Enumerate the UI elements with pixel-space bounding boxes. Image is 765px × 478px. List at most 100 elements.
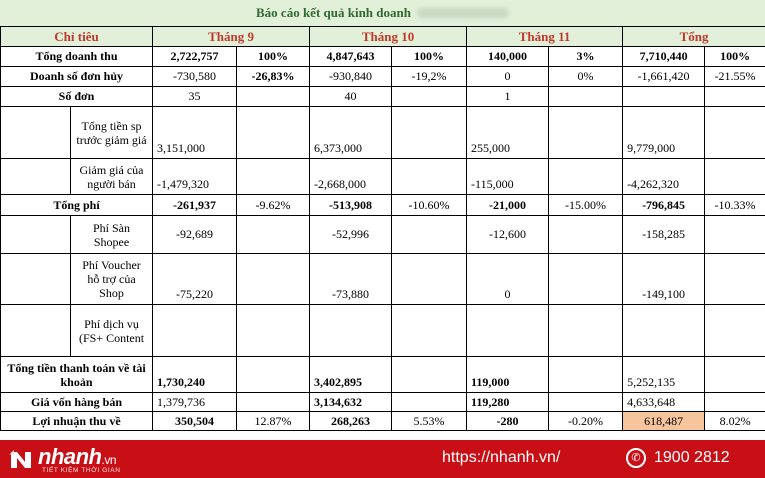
cell-empty <box>704 158 765 195</box>
cell-value: -75,220 <box>152 253 238 305</box>
cell-empty <box>152 304 238 357</box>
cell-percent: 100% <box>236 46 311 67</box>
cell-empty <box>704 356 765 393</box>
cell-value: 119,280 <box>466 392 550 412</box>
cell-empty <box>622 304 706 357</box>
row-label: Giảm giá của người bán <box>69 158 154 195</box>
brand-text: nhanh <box>38 444 102 469</box>
table-row-revenue: Tổng doanh thu 2,722,757 100% 4,847,643 … <box>0 46 765 67</box>
cell-value: 4,633,648 <box>622 392 706 412</box>
table-row-total-fee: Tổng phí -261,937 -9.62% -513,908 -10.60… <box>0 194 765 216</box>
cell-percent: 12.87% <box>236 411 311 431</box>
cell-empty <box>704 253 765 305</box>
cell-percent: 8.02% <box>704 411 765 431</box>
cell-percent: -10.60% <box>391 194 468 216</box>
report-sheet: Báo cáo kết quả kinh doanh Chỉ tiêu Thán… <box>0 0 765 431</box>
report-title: Báo cáo kết quả kinh doanh <box>0 0 765 26</box>
cell-empty <box>391 392 468 412</box>
table-row-shopee-fee: Phí Sàn Shopee -92,689 -52,996 -12,600 -… <box>0 215 765 254</box>
cell-value: -21,000 <box>466 194 550 216</box>
row-label: Tổng doanh thu <box>0 46 154 67</box>
cell-empty <box>704 106 765 159</box>
brand-tagline: TIẾT KIỆM THỜI GIAN <box>42 467 121 474</box>
cell-value: 4,847,643 <box>309 46 393 67</box>
table-header-row: Chỉ tiêu Tháng 9 Tháng 10 Tháng 11 Tổng <box>0 26 765 47</box>
cell-value: 5,252,135 <box>622 356 706 393</box>
row-label: Tổng phí <box>0 194 154 216</box>
cell-value: -280 <box>466 411 550 431</box>
cell-value: 3,402,895 <box>309 356 393 393</box>
report-table: Chỉ tiêu Tháng 9 Tháng 10 Tháng 11 Tổng … <box>0 26 765 431</box>
cell-empty <box>236 356 311 393</box>
cell-value: -730,580 <box>152 66 238 87</box>
cell-value: 140,000 <box>466 46 550 67</box>
cell-percent: -26,83% <box>236 66 311 87</box>
cell-empty <box>548 106 624 159</box>
table-row-voucher-fee: Phí Voucher hỗ trợ của Shop -75,220 -73,… <box>0 253 765 305</box>
row-label: Giá vốn hàng bán <box>0 392 154 412</box>
cell-empty <box>391 304 468 357</box>
cell-percent: 3% <box>548 46 624 67</box>
cell-empty <box>622 86 706 107</box>
cell-empty <box>704 86 765 107</box>
cell-empty <box>0 158 71 195</box>
cell-percent: 100% <box>391 46 468 67</box>
website-link[interactable]: https://nhanh.vn/ <box>442 449 561 466</box>
cell-empty <box>236 106 311 159</box>
table-row-service-fee: Phí dịch vụ (FS+ Content <box>0 304 765 357</box>
nhanh-logo-icon <box>9 450 31 468</box>
row-label: Phí Voucher hỗ trợ của Shop <box>69 253 154 305</box>
cell-percent: 5.53% <box>391 411 468 431</box>
cell-value: 2,722,757 <box>152 46 238 67</box>
cell-percent: -0.20% <box>548 411 624 431</box>
cell-value: -796,845 <box>622 194 706 216</box>
cell-empty <box>548 158 624 195</box>
phone-icon: ✆ <box>626 448 646 468</box>
row-label: Số đơn <box>0 86 154 107</box>
cell-value: 1 <box>466 86 550 107</box>
cell-value: 3,151,000 <box>152 106 238 159</box>
cell-percent: -19,2% <box>391 66 468 87</box>
cell-empty <box>236 392 311 412</box>
cell-value: 6,373,000 <box>309 106 393 159</box>
table-row-pre-discount: Tổng tiền sp trước giảm giá 3,151,000 6,… <box>0 106 765 159</box>
header-label: Chỉ tiêu <box>0 26 154 47</box>
cell-empty <box>466 304 550 357</box>
table-row-seller-discount: Giảm giá của người bán -1,479,320 -2,668… <box>0 158 765 195</box>
cell-empty <box>548 253 624 305</box>
table-row-profit: Lợi nhuận thu về 350,504 12.87% 268,263 … <box>0 411 765 431</box>
row-label: Phí dịch vụ (FS+ Content <box>69 304 154 357</box>
cell-value: -52,996 <box>309 215 393 254</box>
cell-empty <box>0 253 71 305</box>
cell-empty <box>0 304 71 357</box>
cell-value: 268,263 <box>309 411 393 431</box>
cell-value: 3,134,632 <box>309 392 393 412</box>
cell-value: -73,880 <box>309 253 393 305</box>
cell-value: 40 <box>309 86 393 107</box>
phone-number[interactable]: 1900 2812 <box>654 449 730 466</box>
cell-value: -513,908 <box>309 194 393 216</box>
cell-value: 119,000 <box>466 356 550 393</box>
cell-empty <box>236 86 311 107</box>
cell-value: 0 <box>466 253 550 305</box>
cell-empty <box>548 215 624 254</box>
cell-value: -12,600 <box>466 215 550 254</box>
cell-empty <box>0 215 71 254</box>
nhanh-logo[interactable]: nhanh.vn TIẾT KIỆM THỜI GIAN <box>8 444 158 474</box>
cell-value: -4,262,320 <box>622 158 706 195</box>
cell-percent: -9.62% <box>236 194 311 216</box>
footer-bar: nhanh.vn TIẾT KIỆM THỜI GIAN https://nha… <box>0 440 765 478</box>
cell-empty <box>391 215 468 254</box>
row-label: Lợi nhuận thu về <box>0 411 154 431</box>
cell-empty <box>236 158 311 195</box>
cell-value: -92,689 <box>152 215 238 254</box>
cell-value: -1,661,420 <box>622 66 706 87</box>
cell-value: 0 <box>466 66 550 87</box>
cell-empty <box>0 106 71 159</box>
cell-percent: 0% <box>548 66 624 87</box>
cell-empty <box>548 304 624 357</box>
cell-value: -1,479,320 <box>152 158 238 195</box>
cell-empty <box>704 215 765 254</box>
header-month-11: Tháng 11 <box>466 26 624 47</box>
cell-percent: -21.55% <box>704 66 765 87</box>
